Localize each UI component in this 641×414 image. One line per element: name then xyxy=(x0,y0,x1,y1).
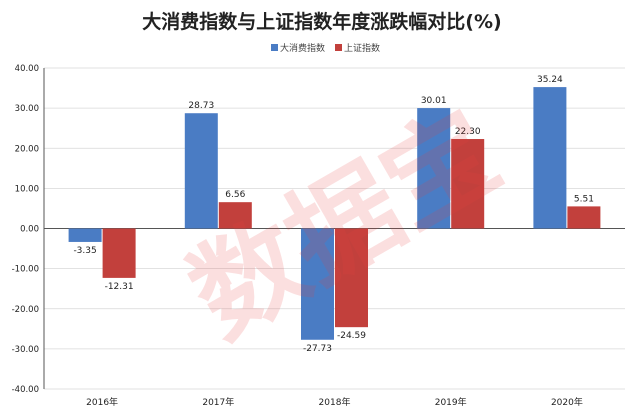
y-axis: 40.00 30.00 20.00 10.00 0.00 -10.00 -20.00 -30.… xyxy=(12,64,45,395)
x-tick-label: 2019年 xyxy=(435,396,467,408)
y-tick-label: 30.00 xyxy=(15,104,39,114)
legend-label: 上证指数 xyxy=(344,42,380,54)
y-tick-label: -10.00 xyxy=(12,265,39,275)
data-label: 30.01 xyxy=(421,96,447,106)
gridlines xyxy=(44,67,625,390)
bar xyxy=(533,87,567,229)
data-label: -12.31 xyxy=(105,282,134,292)
x-axis: 2016年 2017年 2018年 2019年 2020年 xyxy=(86,396,583,408)
x-tick-label: 2017年 xyxy=(202,396,234,408)
data-label: -24.59 xyxy=(337,331,366,341)
data-label: -27.73 xyxy=(303,344,332,354)
data-label: 22.30 xyxy=(455,127,481,137)
data-label: 35.24 xyxy=(537,75,563,85)
bar xyxy=(335,228,368,328)
legend-swatch xyxy=(335,44,342,51)
legend: 大消费指数 上证指数 xyxy=(271,42,380,54)
bar xyxy=(301,228,334,340)
y-tick-label: -40.00 xyxy=(12,385,39,395)
bar xyxy=(218,202,252,229)
y-tick-label: -20.00 xyxy=(12,305,39,315)
y-tick-label: 40.00 xyxy=(15,64,39,74)
legend-label: 大消费指数 xyxy=(280,42,325,54)
x-tick-label: 2018年 xyxy=(319,396,351,408)
data-labels: -3.35 -12.31 28.73 6.56 -27.73 -24.59 30.01 22.… xyxy=(73,75,593,354)
x-tick-label: 2020年 xyxy=(551,396,583,408)
legend-swatch xyxy=(271,44,278,51)
data-label: -3.35 xyxy=(73,246,96,256)
bars xyxy=(68,87,601,340)
y-tick-label: -30.00 xyxy=(12,345,39,355)
y-tick-label: 10.00 xyxy=(15,184,39,194)
x-tick-label: 2016年 xyxy=(86,396,118,408)
bar xyxy=(102,228,136,278)
bar xyxy=(567,206,601,229)
chart-title: 大消费指数与上证指数年度涨跌幅对比(%) xyxy=(142,10,501,33)
bar xyxy=(417,108,451,229)
bar xyxy=(184,113,218,229)
bar xyxy=(68,228,102,242)
y-tick-label: 0.00 xyxy=(20,225,39,235)
bar xyxy=(451,139,485,229)
data-label: 6.56 xyxy=(225,190,245,200)
data-label: 5.51 xyxy=(574,194,594,204)
data-label: 28.73 xyxy=(188,101,214,111)
y-tick-label: 20.00 xyxy=(15,144,39,154)
